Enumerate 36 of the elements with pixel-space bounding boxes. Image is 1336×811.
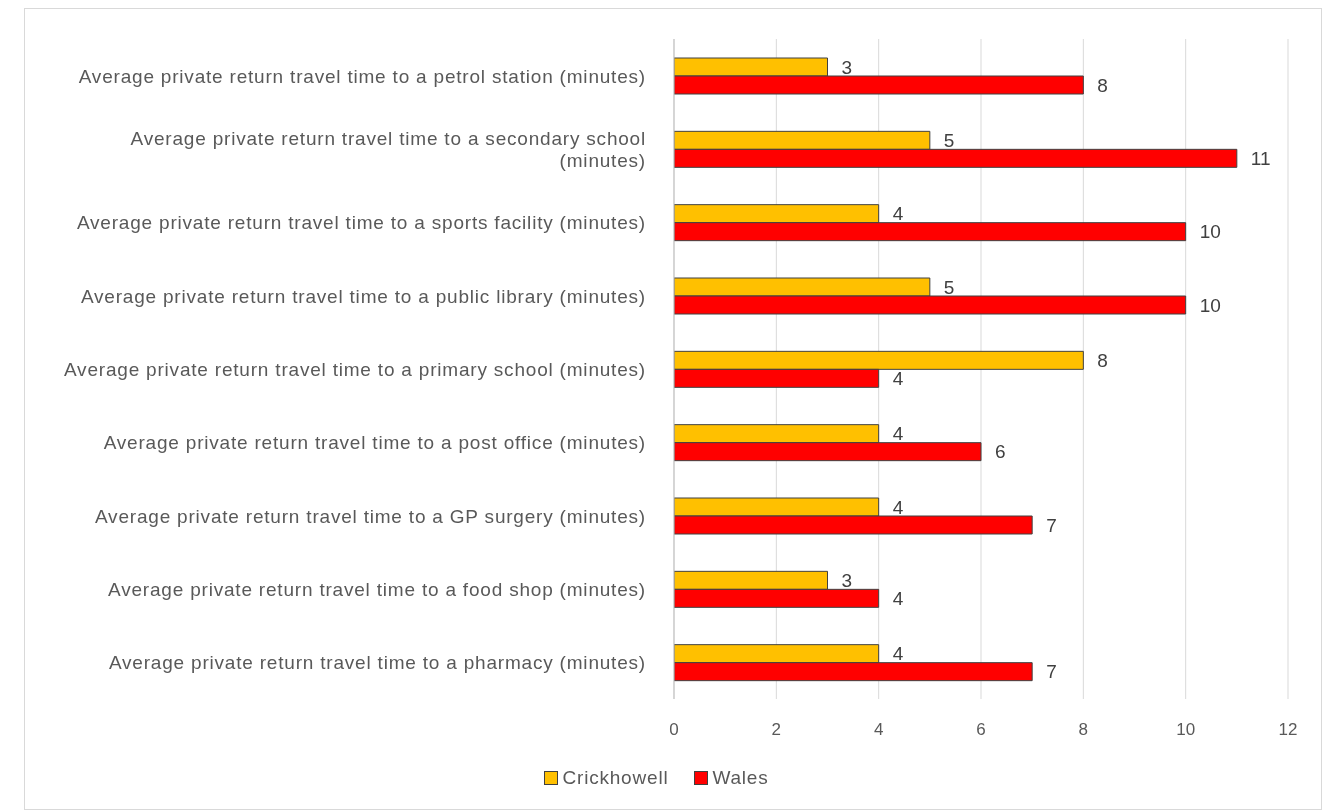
data-label: 10 (1199, 294, 1221, 316)
data-label: 4 (892, 368, 904, 390)
x-tick-label: 6 (976, 720, 986, 740)
data-label: 8 (1097, 74, 1108, 96)
data-label: 8 (1097, 350, 1108, 372)
data-label: 4 (892, 423, 904, 445)
data-label: 7 (1046, 514, 1057, 536)
y-tick-label: Average private return travel time to a public library (minutes) (80, 285, 646, 307)
x-tick-label: 4 (873, 720, 884, 740)
x-tick-label: 0 (669, 720, 679, 740)
data-label: 4 (892, 643, 904, 665)
y-tick-label: Average private return travel time to a food shop (minutes) (108, 578, 646, 600)
y-tick-label: Average private return travel time to a petrol station (minutes) (78, 65, 646, 87)
legend-label: Crickhowell (562, 767, 669, 789)
legend-label: Wales (712, 767, 769, 789)
y-tick-label: Average private return travel time to a primary school (minutes) (63, 358, 646, 380)
data-label: 11 (1250, 148, 1271, 170)
y-tick-label: Average private return travel time to a GP surgery (minutes) (94, 505, 646, 527)
x-tick-label: 10 (1176, 720, 1196, 740)
data-label: 10 (1199, 221, 1221, 243)
data-label: 4 (892, 496, 904, 518)
y-tick-label: Average private return travel time to a secondary school (minutes) (130, 127, 646, 171)
y-tick-label: Average private return travel time to a sports facility (minutes) (76, 211, 646, 233)
data-label: 3 (841, 570, 853, 592)
y-tick-label: Average private return travel time to a pharmacy (minutes) (108, 651, 646, 673)
data-label: 5 (943, 276, 955, 298)
data-label: 4 (892, 203, 904, 225)
x-tick-label: 2 (771, 720, 782, 740)
data-label: 7 (1046, 661, 1057, 683)
data-label: 6 (995, 441, 1006, 463)
data-label: 5 (943, 130, 955, 152)
x-tick-label: 8 (1078, 720, 1089, 740)
data-label: 3 (841, 56, 853, 78)
x-tick-label: 12 (1278, 720, 1298, 740)
data-label: 4 (892, 588, 904, 610)
y-tick-label: Average private return travel time to a post office (minutes) (103, 431, 646, 453)
